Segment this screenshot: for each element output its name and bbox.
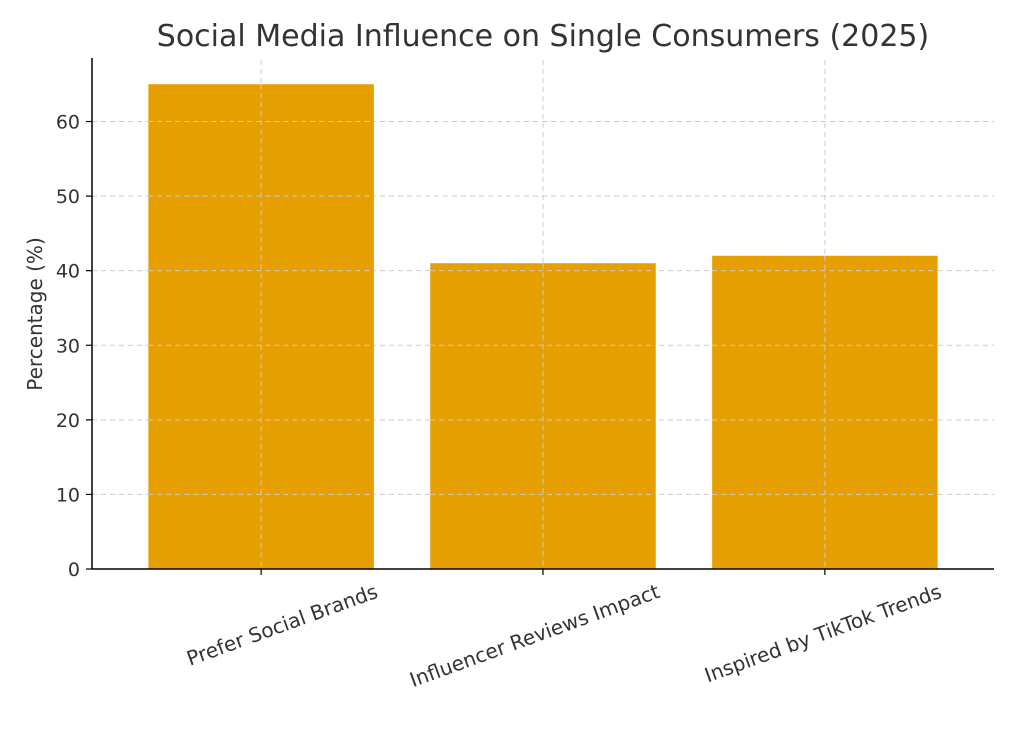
x-tick-label: Prefer Social Brands — [183, 579, 380, 670]
bar — [148, 84, 374, 569]
y-tick-label: 10 — [56, 484, 80, 506]
chart-title: Social Media Influence on Single Consume… — [157, 19, 929, 54]
y-tick-label: 0 — [68, 559, 80, 581]
y-tick-label: 20 — [56, 410, 80, 432]
y-tick-label: 50 — [56, 186, 80, 208]
bar-layer — [148, 84, 938, 569]
y-tick-label: 60 — [56, 112, 80, 134]
y-axis-label: Percentage (%) — [23, 237, 47, 390]
y-tick-label: 30 — [56, 335, 80, 357]
y-tick-label: 40 — [56, 261, 80, 283]
x-tick-label: Inspired by TikTok Trends — [701, 579, 944, 687]
x-tick-label: Influencer Reviews Impact — [406, 579, 662, 692]
